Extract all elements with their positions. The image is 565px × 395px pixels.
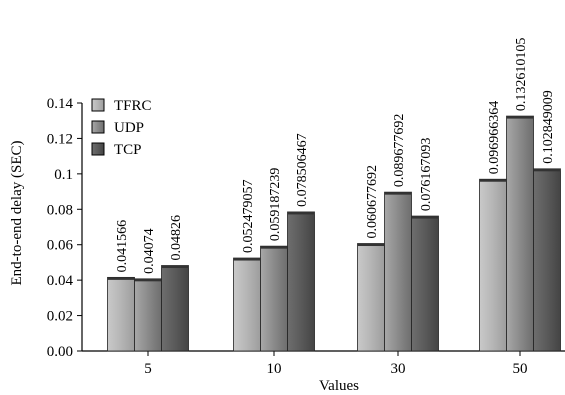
legend: TFRC UDP TCP (91, 98, 152, 158)
bar-udp-50 (506, 115, 534, 352)
bars (107, 115, 561, 352)
y-tick-label: 0.12 (47, 131, 73, 147)
bar-cap (411, 216, 439, 219)
y-tick-label: 0.00 (47, 344, 73, 360)
x-tick-label: 50 (513, 361, 528, 377)
data-label: 0.132610105 (514, 38, 529, 112)
bar-tfrc-5 (107, 276, 135, 352)
legend-swatch-tcp (91, 142, 105, 156)
legend-label-tcp: TCP (114, 142, 142, 158)
data-label: 0.089677692 (392, 114, 407, 188)
data-label: 0.052479057 (241, 180, 256, 254)
bar-cap (134, 278, 162, 282)
data-label: 0.078506467 (295, 133, 310, 207)
data-label: 0.04074 (142, 228, 157, 274)
bar-tcp-10 (287, 211, 315, 352)
bar-tfrc-50 (479, 178, 507, 352)
x-axis: 5 10 30 50 (82, 350, 565, 377)
y-tick-label: 0.06 (47, 238, 74, 254)
y-axis: 0.00 0.02 0.04 0.06 0.08 0.1 0.12 0.14 (47, 96, 83, 360)
data-label: 0.076167093 (419, 138, 434, 212)
x-tick-label: 5 (144, 361, 152, 377)
y-tick-label: 0.02 (47, 309, 73, 325)
bar-tcp-5 (161, 265, 189, 352)
bar-cap (287, 211, 315, 215)
legend-label-tfrc: TFRC (114, 98, 152, 114)
bar-udp-10 (260, 245, 288, 352)
bar-cap (233, 258, 261, 261)
bar-udp-5 (134, 278, 162, 352)
data-label: 0.059187239 (268, 168, 283, 242)
data-label: 0.060677692 (365, 165, 380, 239)
data-label: 0.096966364 (487, 101, 502, 175)
bar-cap (479, 179, 507, 182)
y-axis-title: End-to-end delay (SEC) (9, 141, 25, 286)
x-tick-label: 10 (267, 361, 282, 377)
bar-cap (107, 277, 135, 280)
bar-cap (384, 192, 412, 195)
x-tick-label: 30 (391, 361, 406, 377)
y-tick-label: 0.04 (47, 273, 74, 289)
data-label: 0.04826 (169, 215, 184, 261)
bar-cap (161, 265, 189, 269)
bar-tcp-30 (411, 215, 439, 352)
bar-cap (260, 246, 288, 249)
bar-udp-30 (384, 191, 412, 352)
bar-tfrc-30 (357, 243, 385, 352)
bar-cap (506, 116, 534, 119)
data-labels: 0.041566 0.052479057 0.060677692 0.09696636… (115, 38, 556, 274)
y-tick-label: 0.14 (47, 96, 74, 112)
data-label: 0.041566 (115, 220, 130, 273)
bar-tfrc-10 (233, 257, 261, 352)
data-label: 0.102849009 (541, 90, 556, 164)
y-tick-label: 0.08 (47, 202, 73, 218)
y-tick-label: 0.1 (54, 167, 73, 183)
x-axis-title: Values (319, 378, 359, 394)
bar-tcp-50 (533, 168, 561, 352)
legend-swatch-tfrc (91, 98, 105, 112)
bar-cap (533, 168, 561, 172)
bar-cap (357, 243, 385, 247)
legend-label-udp: UDP (114, 120, 144, 136)
legend-swatch-udp (91, 120, 105, 134)
